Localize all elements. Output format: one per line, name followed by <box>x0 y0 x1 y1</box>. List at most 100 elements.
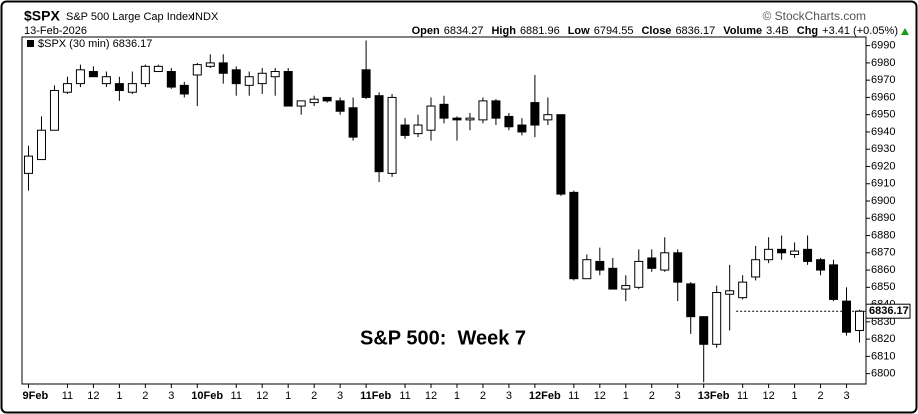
x-tick-label: 2 <box>649 390 655 402</box>
x-tick-label: 11 <box>231 390 242 402</box>
candle-body <box>686 283 696 318</box>
x-tick-label: 3 <box>675 390 681 402</box>
x-tick-label: 3 <box>843 390 849 402</box>
x-tick-label: 2 <box>480 390 486 402</box>
stat-value: +3.41 (+0.05%) <box>822 25 898 37</box>
candle-body <box>179 84 189 95</box>
credit: © StockCharts.com <box>762 9 866 23</box>
x-tick-label: 12 <box>594 390 606 402</box>
candle-body <box>569 191 579 280</box>
stat-value: 6836.17 <box>675 25 715 37</box>
x-tick-label: 9Feb <box>22 390 48 402</box>
candle-body <box>114 83 124 92</box>
candle-body <box>36 129 46 161</box>
legend: $SPX (30 min) 6836.17 <box>38 38 152 50</box>
stat-label: Close <box>641 25 671 37</box>
candle-body <box>478 100 488 121</box>
candle-body <box>192 64 202 76</box>
candle-body <box>166 71 176 88</box>
exchange: INDX <box>192 11 219 23</box>
stat-value: 6881.96 <box>520 25 560 37</box>
candle-body <box>75 69 85 85</box>
candle-body <box>790 250 800 256</box>
x-tick-label: 2 <box>142 390 148 402</box>
candle-body <box>335 100 345 112</box>
candle-body <box>725 290 735 295</box>
candle-body <box>361 69 371 98</box>
y-tick-label: 6880 <box>871 229 895 241</box>
candle-body <box>660 252 670 271</box>
candle-body <box>803 248 813 262</box>
x-tick-label: 2 <box>817 390 823 402</box>
candle-body <box>101 76 111 85</box>
x-tick-label: 3 <box>337 390 343 402</box>
stat-label: Low <box>568 25 590 37</box>
candle-body <box>439 103 449 119</box>
candle-body <box>608 267 618 290</box>
candle-body <box>595 260 605 271</box>
x-tick-label: 11 <box>737 390 748 402</box>
candle-body <box>322 96 332 102</box>
candle-body <box>777 248 787 254</box>
y-tick-label: 6990 <box>871 40 895 52</box>
stat-label: High <box>491 25 516 37</box>
candle-body <box>543 114 553 121</box>
stat-label: Volume <box>723 25 762 37</box>
candle-body <box>244 76 254 86</box>
x-tick-label: 3 <box>168 390 174 402</box>
y-tick-label: 6810 <box>871 350 895 362</box>
candle-body <box>465 117 475 121</box>
candle-body <box>413 124 423 135</box>
stats: Open 6834.27 High 6881.96 Low 6794.55 Close 683… <box>412 25 898 37</box>
x-tick-label: 11 <box>62 390 73 402</box>
candle-body <box>452 117 462 121</box>
x-tick-label: 13Feb <box>698 390 730 402</box>
index-name: S&P 500 Large Cap Index <box>66 11 194 23</box>
last-price-box <box>865 303 911 319</box>
y-tick-label: 6830 <box>871 316 895 328</box>
candle-body <box>504 115 514 128</box>
candle-body <box>647 257 657 269</box>
candle-body <box>517 124 527 133</box>
candle-body <box>309 98 319 104</box>
x-tick-label: 12 <box>87 390 99 402</box>
x-tick-label: 12 <box>425 390 437 402</box>
x-tick-label: 12 <box>762 390 774 402</box>
legend-last: 6836.17 <box>113 38 153 50</box>
candle-body <box>673 252 683 283</box>
y-tick-label: 6910 <box>871 178 895 190</box>
candle-body <box>374 95 384 173</box>
x-tick-label: 1 <box>454 390 460 402</box>
candle-body <box>530 102 540 126</box>
stat-value: 6794.55 <box>594 25 634 37</box>
y-tick-label: 6980 <box>871 57 895 69</box>
last-price-label: 6836.17 <box>869 305 909 317</box>
x-tick-label: 12Feb <box>529 390 561 402</box>
x-tick-label: 11 <box>568 390 579 402</box>
candle-body <box>842 300 852 333</box>
annotation: S&P 500: Week 7 <box>360 327 526 349</box>
y-tick-label: 6890 <box>871 212 895 224</box>
y-tick-label: 6800 <box>871 368 895 380</box>
candle-body <box>855 310 865 331</box>
legend-name: $SPX (30 min) <box>38 38 110 50</box>
up-arrow <box>901 28 909 35</box>
candle-body <box>88 71 98 78</box>
x-tick-label: 1 <box>285 390 291 402</box>
y-tick-label: 6970 <box>871 74 895 86</box>
candle-body <box>634 260 644 288</box>
candle-body <box>400 124 410 136</box>
candle-body <box>712 292 722 345</box>
candle-body <box>127 83 137 93</box>
x-tick-label: 12 <box>256 390 268 402</box>
candle-body <box>140 65 150 85</box>
x-tick-label: 3 <box>506 390 512 402</box>
x-tick-label: 11Feb <box>360 390 391 402</box>
candle-body <box>764 248 774 261</box>
candle-body <box>621 285 631 290</box>
candle-body <box>257 72 267 85</box>
candle-body <box>153 65 163 73</box>
plot-area <box>21 36 867 385</box>
candle-body <box>270 71 280 78</box>
